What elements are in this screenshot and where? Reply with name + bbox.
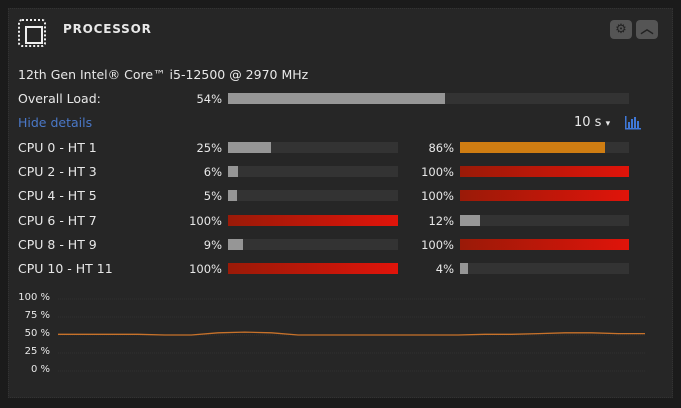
core-a-bar (228, 263, 398, 274)
core-a-fill (228, 214, 398, 226)
core-b-bar (460, 190, 629, 202)
core-b-fill (460, 263, 468, 274)
core-b-bar (460, 214, 629, 226)
chevron-up-icon[interactable]: ︿ (636, 20, 658, 39)
core-b-fill (460, 142, 605, 153)
gear-icon[interactable]: ⚙ (610, 20, 632, 39)
hide-details-link[interactable]: Hide details (18, 115, 93, 130)
core-b-value: 100% (421, 165, 454, 180)
panel-title: PROCESSOR (63, 22, 152, 36)
core-a-value: 5% (203, 189, 222, 204)
cpu-chip-icon (18, 19, 46, 47)
y-tick-label: 25 % (24, 346, 50, 357)
core-b-bar (460, 142, 629, 153)
core-a-value: 100% (189, 213, 222, 228)
core-a-bar (228, 166, 398, 178)
core-a-value: 25% (196, 141, 222, 155)
core-label: CPU 10 - HT 11 (18, 261, 113, 276)
core-b-fill (460, 238, 629, 250)
overall-load-fill (228, 93, 445, 104)
core-a-bar (228, 238, 398, 250)
core-b-bar (460, 263, 629, 274)
core-a-fill (228, 142, 271, 153)
core-a-value: 6% (203, 165, 222, 180)
core-a-bar (228, 142, 398, 153)
core-b-bar (460, 238, 629, 250)
core-b-value: 12% (428, 213, 454, 228)
core-b-bar (460, 166, 629, 178)
core-label: CPU 6 - HT 7 (18, 212, 97, 228)
bar-chart-icon[interactable] (624, 114, 642, 130)
core-label: CPU 4 - HT 5 (18, 188, 97, 204)
core-b-value: 100% (421, 189, 454, 204)
y-tick-label: 0 % (30, 364, 50, 375)
core-b-fill (460, 214, 480, 226)
load-line (58, 331, 645, 336)
interval-select[interactable]: 10 s ▾ (574, 115, 610, 130)
core-a-fill (228, 190, 237, 202)
core-a-bar (228, 214, 398, 226)
core-label: CPU 0 - HT 1 (18, 140, 97, 155)
overall-load-label: Overall Load: (18, 91, 101, 106)
interval-value: 10 s (574, 115, 602, 130)
y-tick-label: 75 % (24, 310, 50, 321)
core-label: CPU 2 - HT 3 (18, 164, 97, 180)
core-a-fill (228, 263, 398, 274)
core-b-fill (460, 190, 629, 202)
core-b-value: 86% (428, 141, 454, 155)
y-tick-label: 100 % (18, 292, 50, 303)
core-a-value: 9% (203, 237, 222, 252)
y-tick-label: 50 % (24, 328, 50, 339)
core-a-value: 100% (189, 262, 222, 276)
cpu-name: 12th Gen Intel® Core™ i5-12500 @ 2970 MH… (18, 67, 309, 82)
core-b-value: 100% (421, 237, 454, 252)
core-a-bar (228, 190, 398, 202)
core-b-fill (460, 166, 629, 178)
core-label: CPU 8 - HT 9 (18, 236, 97, 252)
core-b-value: 4% (435, 262, 454, 276)
dropdown-arrow-icon: ▾ (605, 119, 611, 129)
overall-load-value: 54% (196, 92, 222, 106)
overall-load-bar (228, 93, 629, 104)
core-a-fill (228, 238, 243, 250)
core-a-fill (228, 166, 238, 178)
